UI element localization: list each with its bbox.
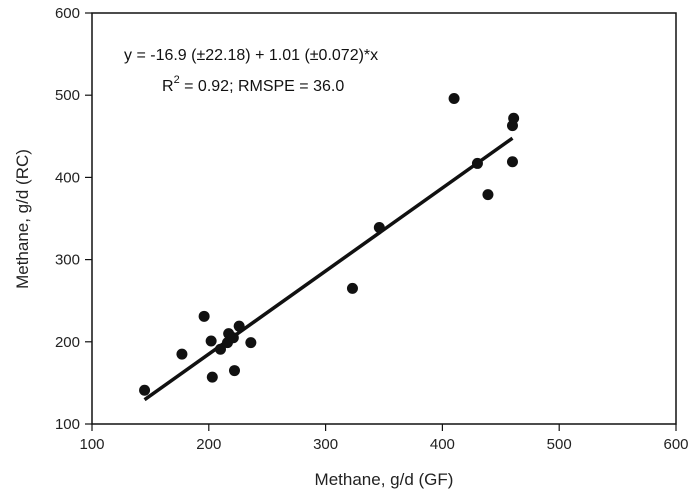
data-point-2 <box>199 311 210 322</box>
fit-values: = 0.92; RMSPE = 36.0 <box>180 78 345 95</box>
data-point-1 <box>176 349 187 360</box>
y-tick-label-1: 200 <box>55 334 80 351</box>
data-point-9 <box>229 365 240 376</box>
regression-line <box>145 138 513 400</box>
y-tick-label-0: 100 <box>55 416 80 433</box>
data-point-0 <box>139 385 150 396</box>
data-point-16 <box>482 189 493 200</box>
x-tick-label-3: 400 <box>430 436 455 453</box>
r-label: R <box>162 78 174 95</box>
y-tick-label-2: 300 <box>55 252 80 269</box>
x-tick-label-4: 500 <box>547 436 572 453</box>
x-tick-label-2: 300 <box>313 436 338 453</box>
data-point-14 <box>449 93 460 104</box>
x-axis-title: Methane, g/d (GF) <box>315 470 454 489</box>
x-tick-label-1: 200 <box>196 436 221 453</box>
data-point-19 <box>508 113 519 124</box>
data-point-15 <box>472 158 483 169</box>
data-point-18 <box>507 156 518 167</box>
y-axis-title: Methane, g/d (RC) <box>13 149 32 289</box>
data-point-13 <box>374 222 385 233</box>
x-tick-label-5: 600 <box>663 436 688 453</box>
data-point-10 <box>234 321 245 332</box>
y-tick-label-5: 600 <box>55 5 80 22</box>
data-point-11 <box>245 337 256 348</box>
regression-equation: y = -16.9 (±22.18) + 1.01 (±0.072)*x <box>124 47 378 64</box>
x-tick-label-0: 100 <box>79 436 104 453</box>
fit-statistics: R2 = 0.92; RMSPE = 36.0 <box>162 74 344 95</box>
data-point-8 <box>228 332 239 343</box>
y-tick-label-4: 500 <box>55 87 80 104</box>
data-point-3 <box>206 335 217 346</box>
data-point-4 <box>207 372 218 383</box>
y-tick-label-3: 400 <box>55 169 80 186</box>
data-point-12 <box>347 283 358 294</box>
